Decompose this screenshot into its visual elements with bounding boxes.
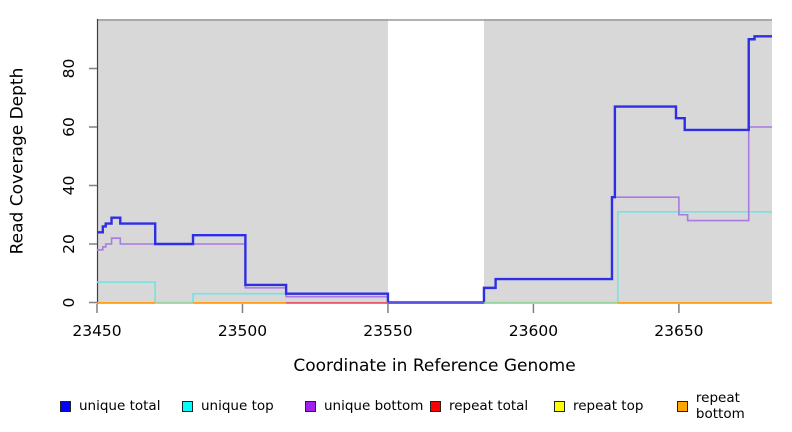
legend-label: unique total (79, 398, 161, 414)
x-tick-label: 23500 (218, 322, 267, 340)
legend-item-unique-top: unique top (182, 398, 274, 414)
no-data-gap-band (387, 19, 484, 304)
legend-label: unique top (201, 398, 274, 414)
x-tick-label: 23650 (654, 322, 703, 340)
y-tick-label: 60 (60, 117, 78, 137)
legend-item-repeat-bottom: repeat bottom (677, 390, 792, 422)
legend-item-repeat-total: repeat total (430, 398, 528, 414)
legend-label: repeat bottom (695, 390, 745, 422)
legend-swatch-unique-top (182, 400, 193, 412)
x-tick-label: 23450 (72, 322, 121, 340)
legend-label: repeat total (449, 398, 529, 414)
legend-swatch-unique-bottom (305, 400, 316, 412)
legend-item-unique-bottom: unique bottom (305, 398, 423, 414)
y-tick-label: 0 (60, 298, 78, 308)
legend-item-repeat-top: repeat top (554, 398, 643, 414)
legend-item-unique-total: unique total (60, 398, 160, 414)
y-tick-label: 40 (60, 176, 78, 196)
y-tick-label: 80 (60, 59, 78, 79)
legend-swatch-repeat-total (430, 400, 441, 412)
coverage-plot-canvas: 0 20 40 60 80 23450 23500 23550 23600 23650 (60, 19, 772, 340)
x-tick-label: 23550 (363, 322, 412, 340)
legend-label: repeat top (573, 398, 644, 414)
y-axis-title-box: Read Coverage Depth (0, 61, 34, 261)
y-tick-label: 20 (60, 234, 78, 254)
legend-swatch-repeat-top (554, 400, 565, 412)
legend-label: unique bottom (324, 398, 424, 414)
legend-swatch-repeat-bottom (677, 400, 688, 412)
legend-swatch-unique-total (60, 400, 71, 412)
series-line-unique-total (97, 35, 772, 304)
x-tick-label: 23600 (509, 322, 558, 340)
y-axis-title: Read Coverage Depth (7, 67, 28, 255)
x-axis-title: Coordinate in Reference Genome (293, 356, 576, 376)
